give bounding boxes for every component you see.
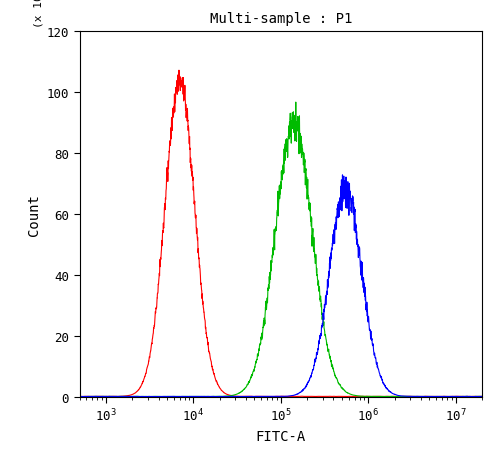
- Text: (x 10¹): (x 10¹): [33, 0, 43, 28]
- Title: Multi-sample : P1: Multi-sample : P1: [210, 12, 352, 26]
- X-axis label: FITC-A: FITC-A: [255, 429, 306, 443]
- Y-axis label: Count: Count: [27, 193, 41, 235]
